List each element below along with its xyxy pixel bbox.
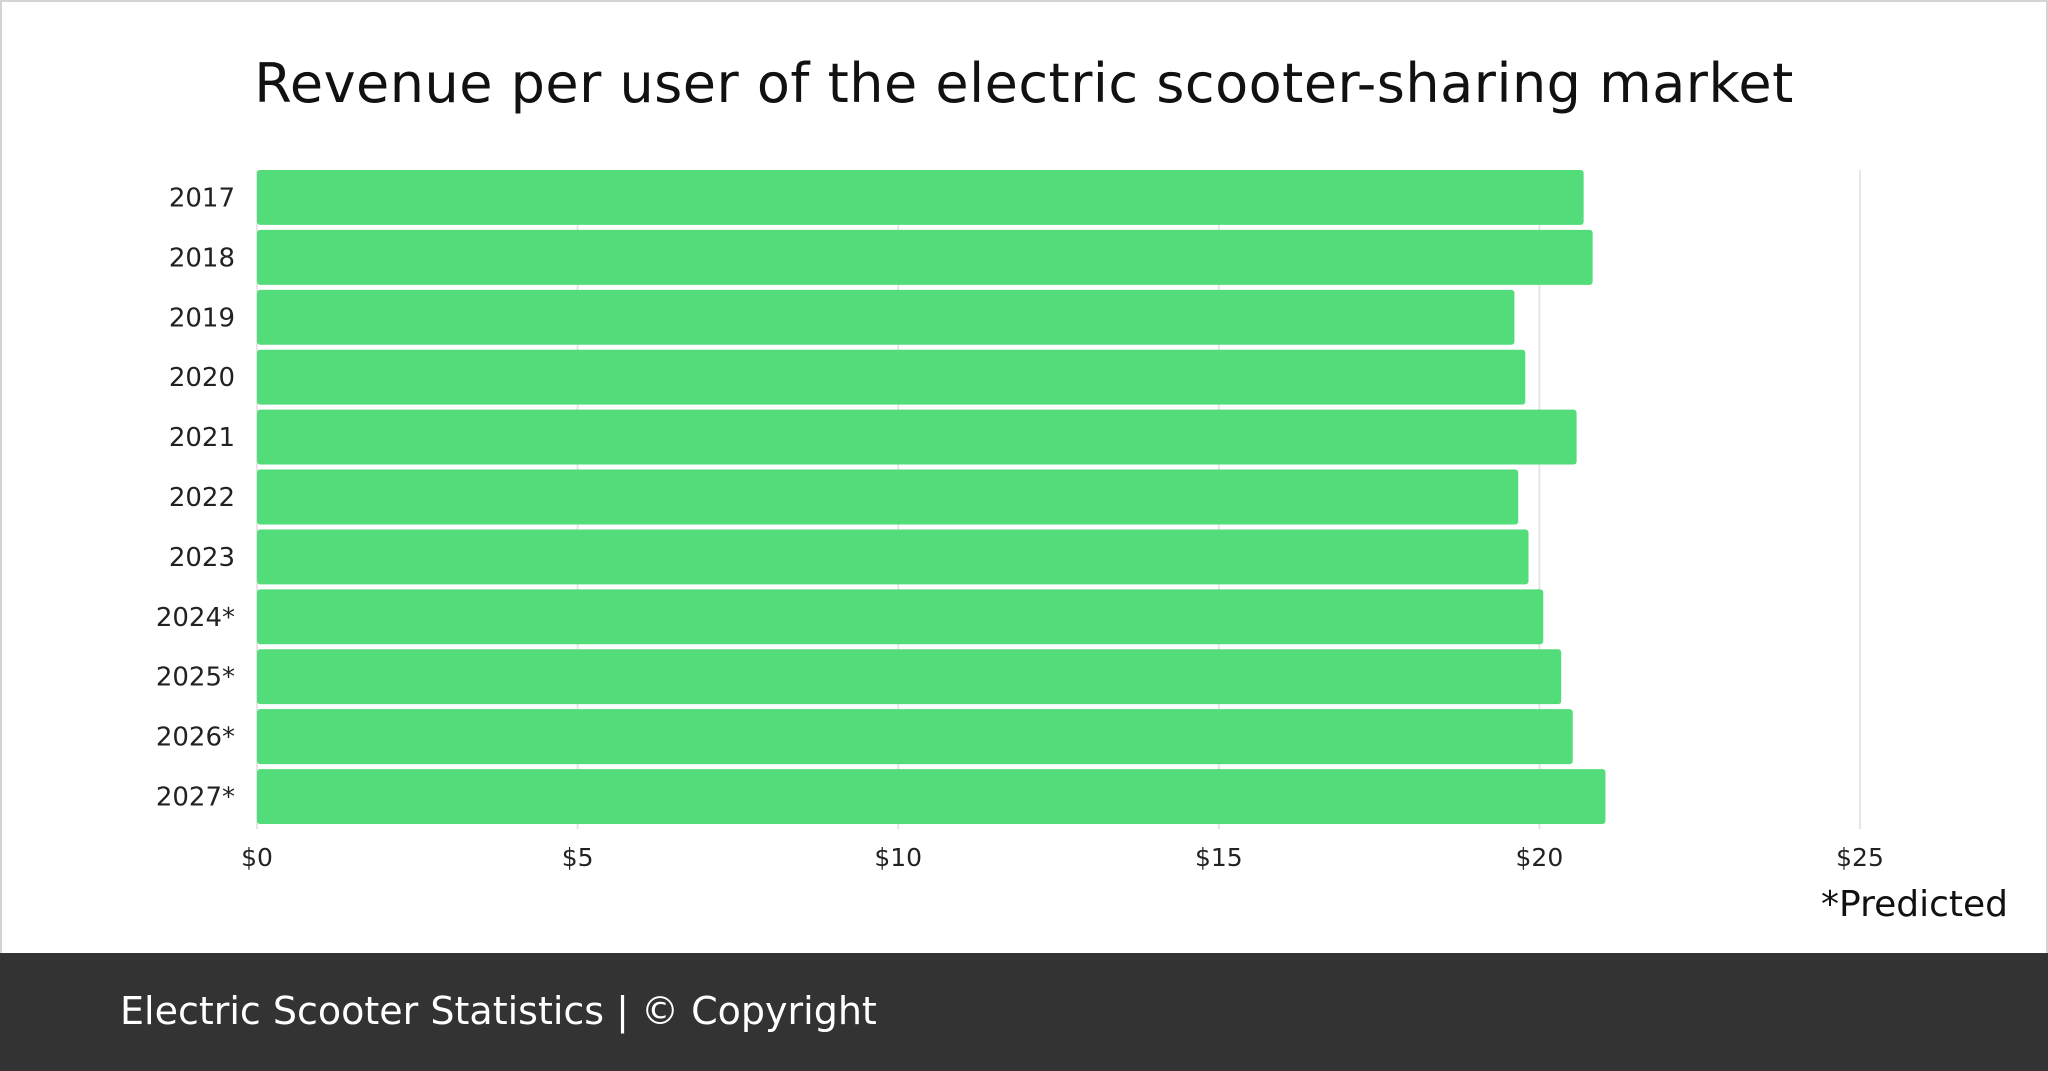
footer: Electric Scooter Statistics | © Copyrigh… bbox=[0, 953, 2048, 1071]
y-tick-label: 2018 bbox=[169, 243, 235, 273]
y-tick-label: 2020 bbox=[169, 363, 235, 393]
x-tick-label: $15 bbox=[1195, 843, 1243, 872]
bar-2023 bbox=[257, 529, 1529, 585]
chart-frame bbox=[0, 0, 2048, 953]
y-tick-label: 2017 bbox=[169, 183, 235, 213]
bar-2020 bbox=[257, 349, 1526, 405]
bar-2018 bbox=[257, 229, 1593, 285]
y-tick-label: 2024* bbox=[156, 603, 235, 633]
footer-text: Electric Scooter Statistics | © Copyrigh… bbox=[120, 989, 877, 1033]
bar-2017 bbox=[257, 170, 1584, 225]
x-tick-label: $25 bbox=[1836, 843, 1884, 872]
bar-2027 bbox=[257, 769, 1606, 824]
bar-2024 bbox=[257, 589, 1544, 645]
predicted-note: *Predicted bbox=[1821, 884, 2008, 925]
x-tick-label: $5 bbox=[562, 843, 594, 872]
x-tick-label: $10 bbox=[874, 843, 922, 872]
y-tick-label: 2027* bbox=[156, 783, 235, 813]
y-tick-label: 2022 bbox=[169, 483, 235, 513]
x-tick-label: $20 bbox=[1516, 843, 1564, 872]
y-tick-label: 2019 bbox=[169, 303, 235, 333]
bar-2025 bbox=[257, 649, 1562, 705]
bar-2021 bbox=[257, 409, 1577, 465]
bar-2022 bbox=[257, 469, 1519, 525]
y-tick-label: 2021 bbox=[169, 423, 235, 453]
y-tick-label: 2025* bbox=[156, 663, 235, 693]
bar-2026 bbox=[257, 709, 1573, 765]
y-tick-label: 2026* bbox=[156, 723, 235, 753]
x-tick-label: $0 bbox=[241, 843, 273, 872]
bar-chart: $0 $5 $10 $15 $20 $25 2017 2018 2019 2020 2021 2022… bbox=[156, 170, 1884, 872]
y-tick-label: 2023 bbox=[169, 543, 235, 573]
chart-title: Revenue per user of the electric scooter… bbox=[254, 52, 1794, 115]
bar-2019 bbox=[257, 289, 1515, 345]
